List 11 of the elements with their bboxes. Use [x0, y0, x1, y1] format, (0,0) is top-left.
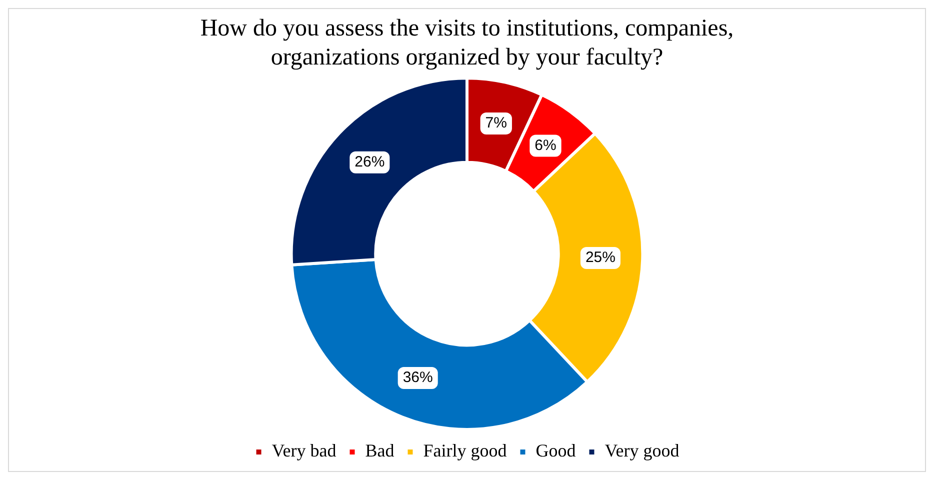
legend-label: Bad [365, 440, 394, 461]
data-label: 7% [485, 114, 507, 132]
data-label: 36% [402, 369, 433, 386]
data-label: 25% [585, 249, 616, 266]
data-label: 6% [534, 136, 556, 154]
chart-title: How do you assess the visits to institutions, companies, organizations organized by your faculty? [200, 16, 734, 70]
data-label: 26% [354, 154, 385, 171]
legend-label: Very good [604, 440, 680, 461]
legend-label: Fairly good [423, 440, 507, 461]
legend-label: Good [536, 440, 576, 461]
legend-label: Very bad [272, 440, 336, 461]
